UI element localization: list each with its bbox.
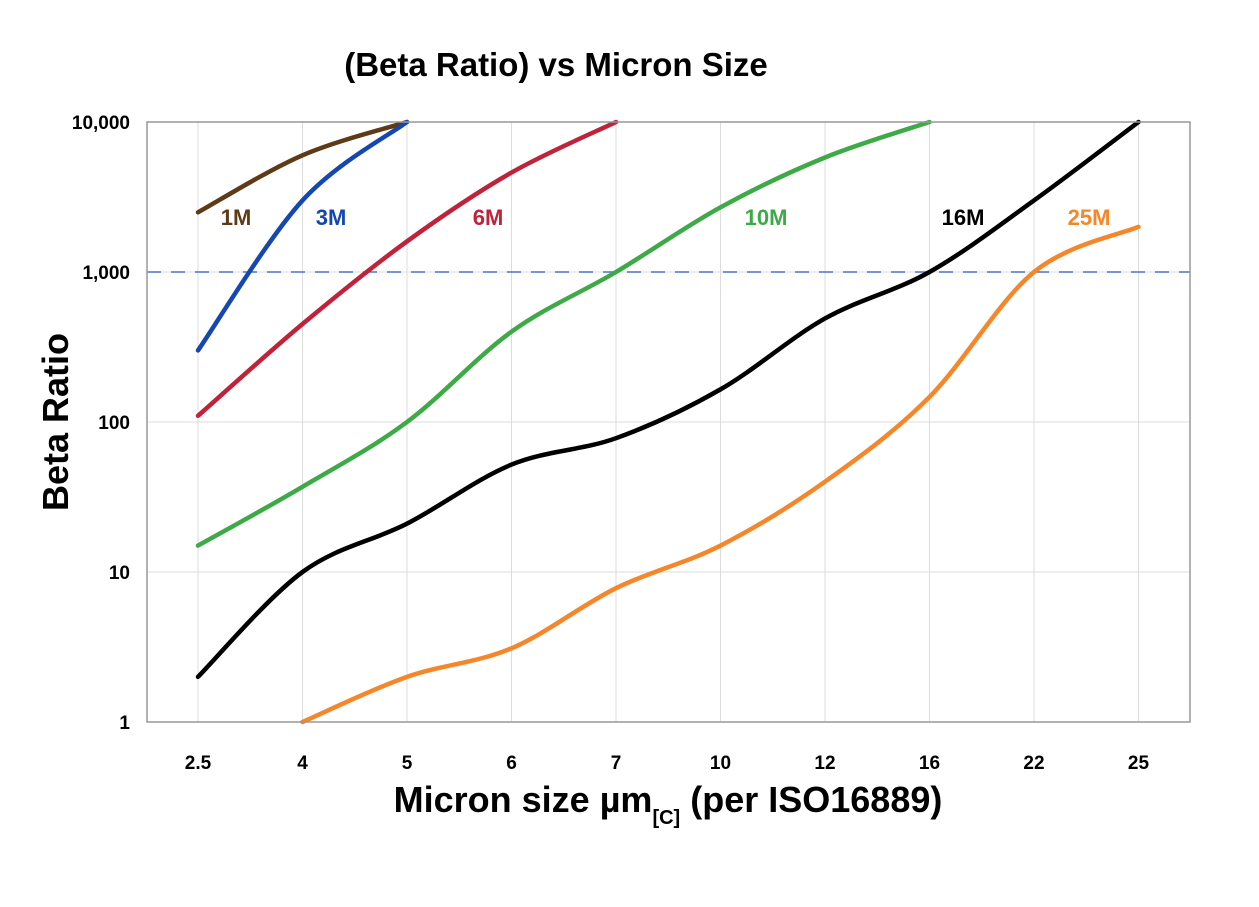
x-tick-label: 25: [1128, 753, 1150, 774]
series-line-25M: [300, 224, 1141, 725]
x-axis-label: Micron size µm[C] (per ISO16889): [394, 779, 943, 829]
x-tick-label: 16: [919, 753, 940, 774]
x-axis-label-subscript: [C]: [652, 807, 680, 829]
y-axis-label: Beta Ratio: [35, 333, 76, 511]
plot-frame: [146, 121, 1191, 723]
y-tick-label: 10,000: [72, 113, 130, 134]
y-tick-label: 10: [109, 563, 130, 584]
x-tick-label: 12: [814, 753, 835, 774]
series-label-16M: 16M: [942, 205, 985, 230]
x-tick-label: 6: [506, 753, 517, 774]
series-label-3M: 3M: [316, 205, 347, 230]
series-line-6M: [195, 119, 619, 419]
y-tick-labels: 1 10 100 1,000 10,000: [72, 113, 131, 734]
series-line-1M: [195, 119, 410, 215]
x-tick-label: 7: [611, 753, 622, 774]
grid: [147, 121, 1190, 723]
series-line-16M: [195, 119, 1141, 680]
series-label-25M: 25M: [1068, 205, 1111, 230]
x-tick-label: 10: [710, 753, 731, 774]
chart-title: (Beta Ratio) vs Micron Size: [344, 46, 768, 83]
series-lines: [195, 119, 1141, 725]
x-tick-label: 5: [402, 753, 413, 774]
x-axis-label-main: Micron size µm: [394, 779, 653, 820]
series-label-10M: 10M: [745, 205, 788, 230]
x-tick-label: 2.5: [185, 753, 212, 774]
y-tick-label: 1,000: [82, 263, 130, 284]
x-tick-label: 22: [1023, 753, 1044, 774]
series-line-3M: [195, 119, 410, 353]
series-label-1M: 1M: [221, 205, 252, 230]
y-tick-label: 1: [119, 713, 130, 734]
series-labels: 1M 3M 6M 10M 16M 25M: [221, 205, 1111, 230]
x-tick-label: 4: [297, 753, 308, 774]
series-label-6M: 6M: [473, 205, 504, 230]
series-line-10M: [195, 119, 932, 548]
y-tick-label: 100: [98, 413, 130, 434]
x-tick-labels: 2.5 4 5 6 7 10 12 16 22 25: [185, 753, 1150, 774]
x-axis-label-suffix: (per ISO16889): [680, 779, 942, 820]
